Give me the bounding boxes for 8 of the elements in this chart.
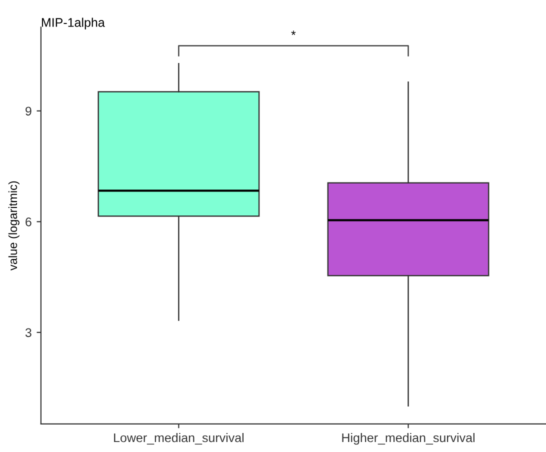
annotation: * xyxy=(291,30,296,36)
y-axis-title: value (logaritmic) xyxy=(8,181,20,270)
y-tick-label: 6 xyxy=(26,217,32,226)
x-tick-label: Lower_median_survival xyxy=(114,433,244,445)
y-tick-label: 9 xyxy=(26,106,32,116)
chart-title: MIP-1alpha xyxy=(42,18,105,30)
x-tick-label: Higher_median_survival xyxy=(342,433,474,445)
y-tick-label: 3 xyxy=(25,328,32,338)
